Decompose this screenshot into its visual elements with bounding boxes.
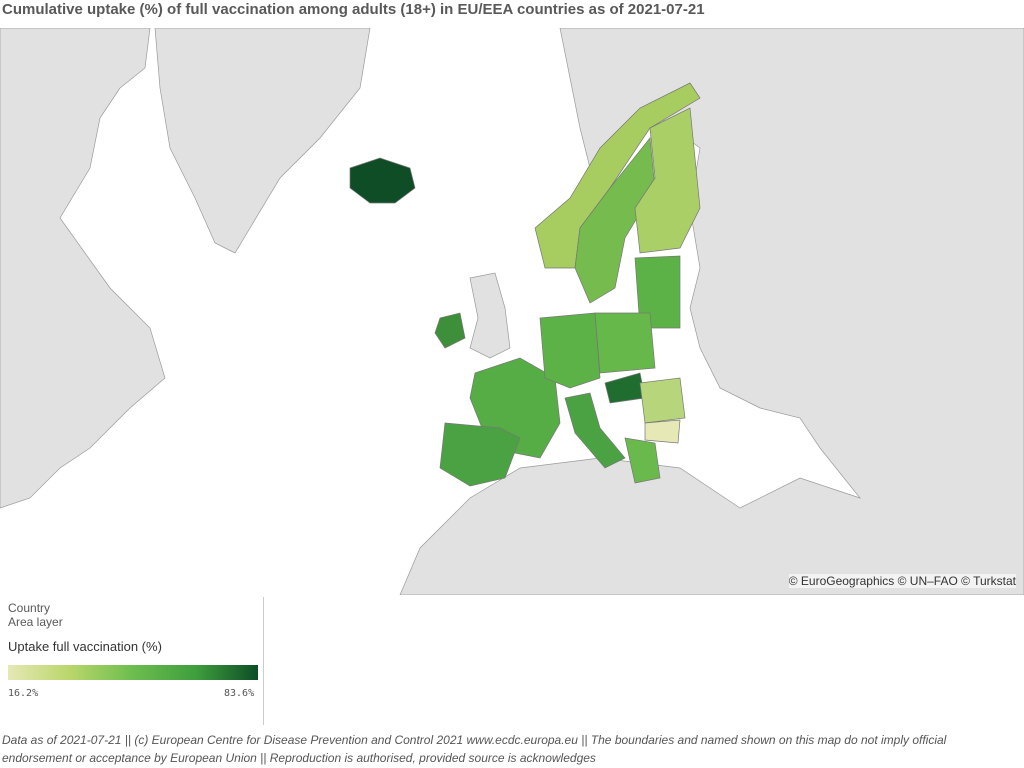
title: Cumulative uptake (%) of full vaccinatio…: [2, 1, 705, 18]
attribution: © EuroGeographics © UN–FAO © Turkstat: [788, 574, 1016, 588]
legend: Country Area layer Uptake full vaccinati…: [0, 597, 264, 725]
greenland: [154, 28, 371, 254]
italy: [564, 392, 626, 469]
poland: [594, 312, 656, 374]
legend-min: 16.2%: [8, 688, 39, 699]
baltics: [634, 255, 681, 329]
footer-line: Data as of 2021-07-21 || (c) European Ce…: [2, 733, 947, 747]
uk: [469, 272, 511, 359]
legend-measure: Uptake full vaccination (%): [8, 639, 162, 654]
sweden: [574, 137, 656, 304]
norway: [534, 82, 701, 269]
greece: [624, 437, 661, 484]
north-america: [0, 28, 166, 509]
finland: [634, 107, 701, 254]
ireland: [434, 312, 466, 349]
germany: [539, 312, 601, 389]
legend-gradient: [8, 665, 258, 680]
iceland: [349, 157, 416, 204]
bulgaria: [644, 419, 681, 444]
legend-layer-subtitle: Area layer: [8, 615, 63, 629]
romania: [639, 377, 686, 424]
footer-line: endorsement or acceptance by European Un…: [2, 751, 596, 765]
map[interactable]: [0, 28, 1024, 595]
iberia: [439, 422, 521, 487]
legend-layer-title: Country: [8, 601, 51, 615]
legend-max: 83.6%: [224, 688, 255, 699]
